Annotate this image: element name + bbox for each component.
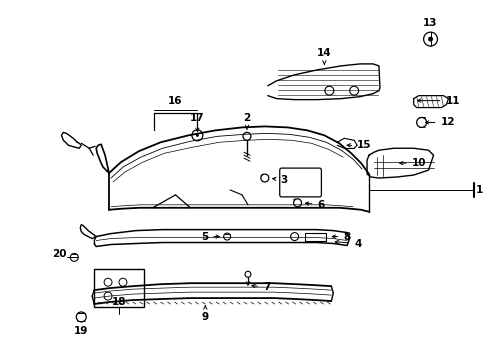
Bar	[94, 269, 143, 307]
Text: 3: 3	[272, 175, 287, 185]
Text: 16: 16	[168, 96, 183, 105]
Text: 18: 18	[111, 297, 126, 307]
Text: 12: 12	[425, 117, 454, 127]
Text: 5: 5	[201, 231, 219, 242]
Text: 1: 1	[474, 185, 482, 195]
Text: 8: 8	[331, 231, 350, 242]
Text: 13: 13	[423, 18, 437, 28]
Text: 17: 17	[190, 113, 204, 131]
Text: 11: 11	[417, 96, 459, 105]
Text: 10: 10	[399, 158, 426, 168]
Bar	[304, 233, 325, 240]
Circle shape	[427, 37, 432, 41]
Text: 7: 7	[251, 282, 270, 292]
Text: 4: 4	[334, 239, 361, 248]
Text: 9: 9	[202, 306, 208, 322]
Text: 2: 2	[243, 113, 250, 129]
Circle shape	[196, 134, 199, 137]
Text: 15: 15	[346, 140, 371, 150]
Text: 14: 14	[316, 48, 331, 64]
Text: 6: 6	[305, 200, 324, 210]
Text: 19: 19	[74, 326, 88, 336]
Text: 20: 20	[52, 249, 66, 260]
